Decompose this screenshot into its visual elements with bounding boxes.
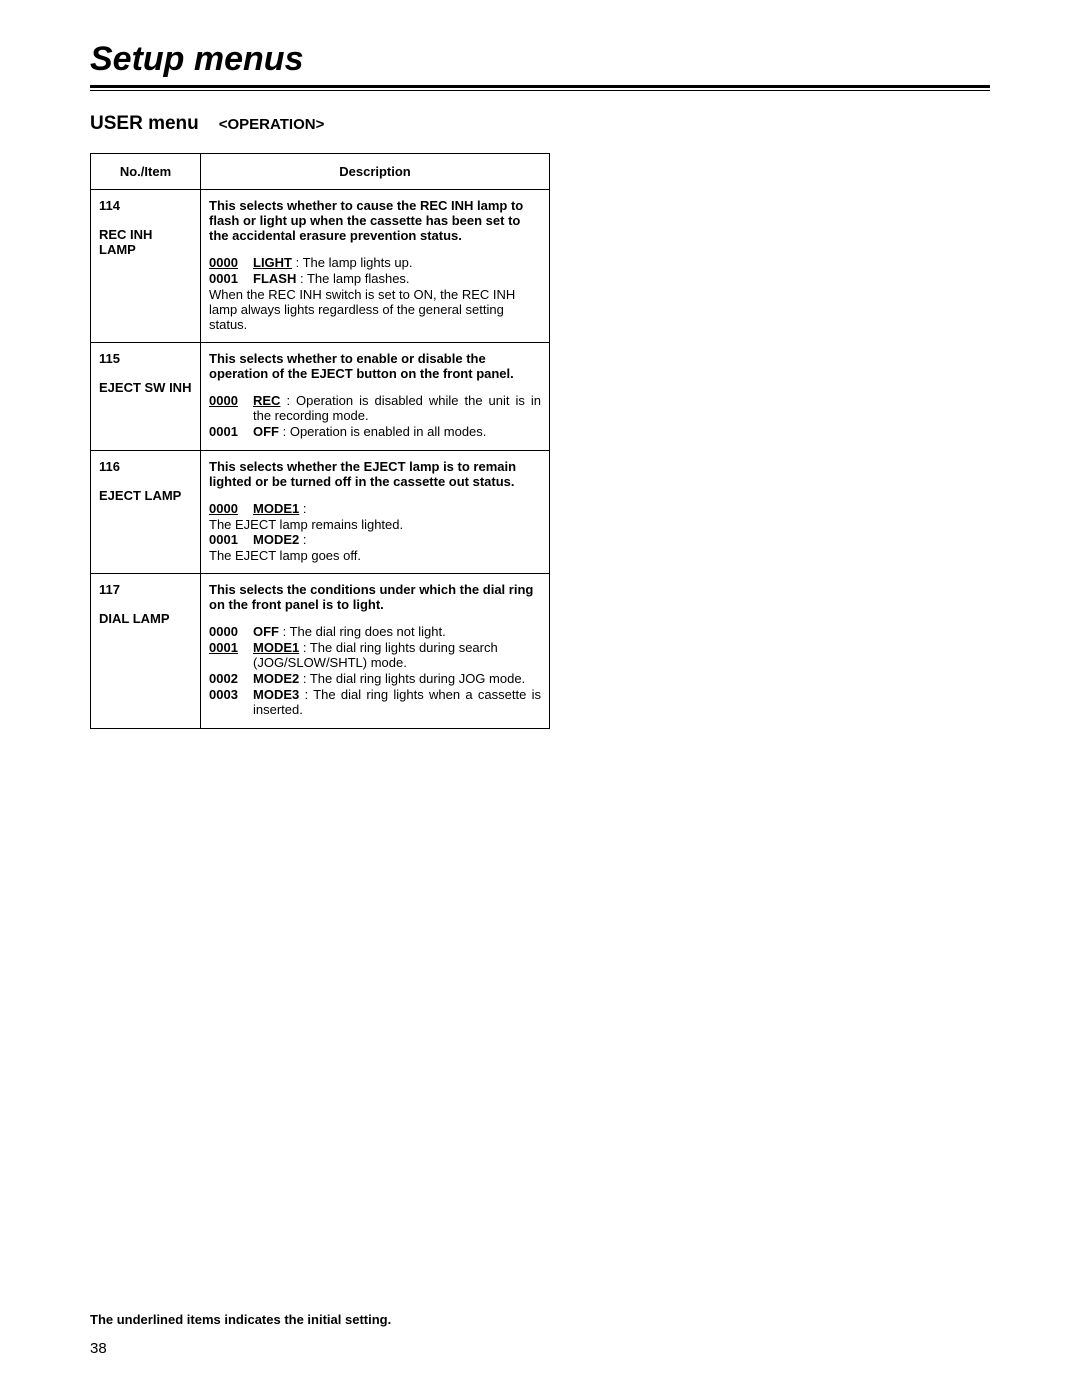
page-title: Setup menus — [90, 40, 990, 79]
cell-no-item: 116 EJECT LAMP — [91, 451, 201, 574]
option-line: 0001 FLASH : The lamp flashes. — [209, 271, 541, 286]
option-line: 0000 REC : Operation is disabled while th… — [209, 393, 541, 423]
option-code: 0000 — [209, 501, 243, 516]
title-rule — [90, 85, 990, 91]
option-label: OFF — [253, 424, 279, 439]
item-name: EJECT SW INH — [99, 380, 192, 395]
option-label: MODE3 — [253, 687, 299, 702]
item-name: REC INH LAMP — [99, 227, 192, 257]
option-text: MODE1 : — [253, 501, 306, 516]
option-line: 0001 MODE2 : — [209, 532, 541, 547]
option-text: MODE2 : The dial ring lights during JOG … — [253, 671, 541, 686]
desc-headline: This selects whether the EJECT lamp is t… — [209, 459, 541, 489]
option-code: 0001 — [209, 640, 243, 655]
option-label: MODE1 — [253, 501, 299, 516]
option-label: MODE2 — [253, 532, 299, 547]
option-line: 0002 MODE2 : The dial ring lights during … — [209, 671, 541, 686]
note-text: When the REC INH switch is set to ON, th… — [209, 287, 541, 332]
table-row: 115 EJECT SW INH This selects whether to e… — [91, 343, 550, 451]
cell-no-item: 115 EJECT SW INH — [91, 343, 201, 451]
option-text: MODE3 : The dial ring lights when a cass… — [253, 687, 541, 717]
cell-description: This selects the conditions under which … — [201, 574, 550, 729]
item-number: 116 — [99, 459, 192, 474]
option-desc-line: The EJECT lamp remains lighted. — [209, 517, 541, 532]
option-code: 0003 — [209, 687, 243, 702]
menu-section: <OPERATION> — [219, 116, 325, 133]
option-line: 0001 MODE1 : The dial ring lights during … — [209, 640, 541, 670]
option-desc-line: The EJECT lamp goes off. — [209, 548, 541, 563]
table-header-row: No./Item Description — [91, 154, 550, 190]
option-label: MODE1 — [253, 640, 299, 655]
item-number: 117 — [99, 582, 192, 597]
header-no-item: No./Item — [91, 154, 201, 190]
menu-heading: USER menu <OPERATION> — [90, 113, 990, 135]
page-number: 38 — [90, 1340, 107, 1357]
option-text: MODE1 : The dial ring lights during sear… — [253, 640, 541, 670]
menu-name: USER menu — [90, 113, 199, 135]
desc-headline: This selects whether to cause the REC IN… — [209, 198, 541, 243]
item-number: 115 — [99, 351, 192, 366]
cell-description: This selects whether to enable or disabl… — [201, 343, 550, 451]
cell-no-item: 114 REC INH LAMP — [91, 190, 201, 343]
option-code: 0000 — [209, 393, 243, 408]
cell-description: This selects whether to cause the REC IN… — [201, 190, 550, 343]
option-text: OFF : Operation is enabled in all modes. — [253, 424, 541, 439]
option-code: 0000 — [209, 255, 243, 270]
header-description: Description — [201, 154, 550, 190]
option-label: REC — [253, 393, 280, 408]
table-row: 116 EJECT LAMP This selects whether the EJ… — [91, 451, 550, 574]
option-text: LIGHT : The lamp lights up. — [253, 255, 541, 270]
option-label: MODE2 — [253, 671, 299, 686]
option-code: 0001 — [209, 424, 243, 439]
option-line: 0003 MODE3 : The dial ring lights when a … — [209, 687, 541, 717]
desc-headline: This selects whether to enable or disabl… — [209, 351, 541, 381]
option-line: 0001 OFF : Operation is enabled in all mo… — [209, 424, 541, 439]
option-line: 0000 LIGHT : The lamp lights up. — [209, 255, 541, 270]
option-code: 0001 — [209, 532, 243, 547]
option-text: REC : Operation is disabled while the un… — [253, 393, 541, 423]
option-label: FLASH — [253, 271, 296, 286]
option-text: FLASH : The lamp flashes. — [253, 271, 541, 286]
cell-description: This selects whether the EJECT lamp is t… — [201, 451, 550, 574]
setup-table: No./Item Description 114 REC INH LAMP This… — [90, 153, 550, 729]
cell-no-item: 117 DIAL LAMP — [91, 574, 201, 729]
item-number: 114 — [99, 198, 192, 213]
item-name: EJECT LAMP — [99, 488, 192, 503]
option-label: LIGHT — [253, 255, 292, 270]
item-name: DIAL LAMP — [99, 611, 192, 626]
option-text: OFF : The dial ring does not light. — [253, 624, 541, 639]
option-label: OFF — [253, 624, 279, 639]
footnote: The underlined items indicates the initi… — [90, 1312, 391, 1327]
option-line: 0000 OFF : The dial ring does not light. — [209, 624, 541, 639]
option-code: 0000 — [209, 624, 243, 639]
option-text: MODE2 : — [253, 532, 306, 547]
option-code: 0001 — [209, 271, 243, 286]
option-code: 0002 — [209, 671, 243, 686]
table-row: 114 REC INH LAMP This selects whether to c… — [91, 190, 550, 343]
desc-headline: This selects the conditions under which … — [209, 582, 541, 612]
table-row: 117 DIAL LAMP This selects the conditions … — [91, 574, 550, 729]
option-line: 0000 MODE1 : — [209, 501, 541, 516]
